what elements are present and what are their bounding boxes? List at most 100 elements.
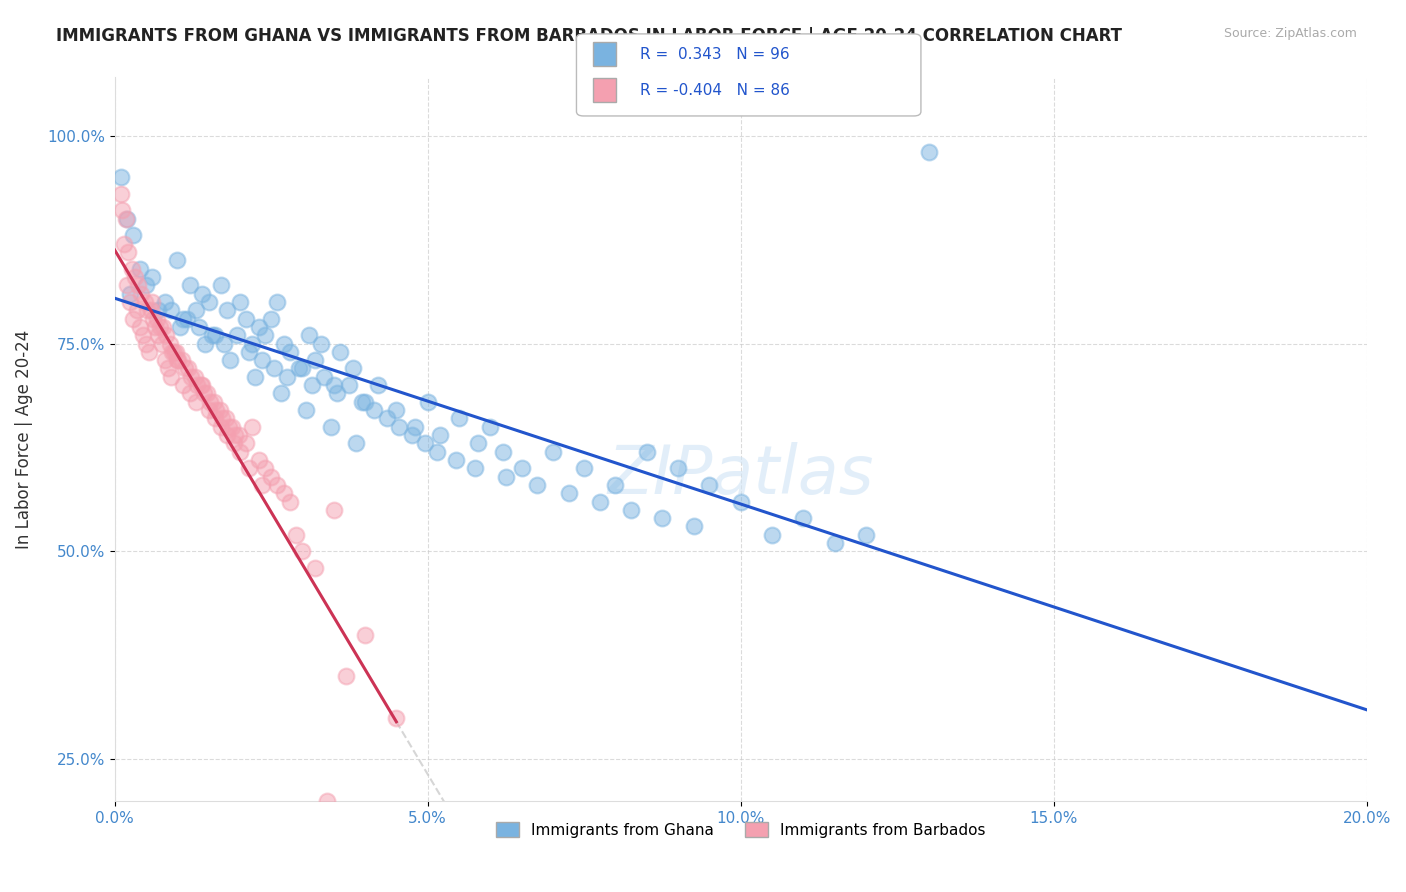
Point [204,328,226,343]
Point [172,353,194,368]
Point [314,369,336,384]
Point [209,419,232,434]
Point [202,394,225,409]
Point [273,336,295,351]
Point [188,319,211,334]
Point [354,394,377,409]
Point [141,295,163,310]
Point [179,278,201,293]
Point [413,436,436,450]
Point [250,478,273,492]
Point [605,478,627,492]
Point [589,494,612,508]
Point [429,428,451,442]
Point [291,361,314,376]
Point [191,286,214,301]
Point [197,403,219,417]
Point [363,403,385,417]
Point [253,328,276,343]
Point [177,361,200,376]
Point [122,311,145,326]
Point [285,528,308,542]
Point [205,403,228,417]
Point [266,478,288,492]
Point [235,311,257,326]
Point [124,270,146,285]
Point [153,353,176,368]
Point [288,361,311,376]
Point [304,561,326,575]
Point [163,344,186,359]
Point [165,344,187,359]
Point [467,436,489,450]
Point [139,303,162,318]
Point [526,478,548,492]
Point [211,411,233,425]
Point [492,444,515,458]
Point [201,328,224,343]
Point [322,378,344,392]
Point [385,403,408,417]
Point [195,386,218,401]
Point [159,336,181,351]
Point [166,253,188,268]
Point [176,311,198,326]
Point [215,411,238,425]
Point [326,386,349,401]
Point [120,286,142,301]
Point [322,503,344,517]
Point [792,511,814,525]
Point [115,211,138,226]
Point [319,419,342,434]
Point [247,319,270,334]
Point [186,378,208,392]
Point [309,336,332,351]
Point [388,419,411,434]
Point [115,278,138,293]
Point [247,453,270,467]
Point [135,336,157,351]
Point [143,319,166,334]
Point [224,428,246,442]
Point [416,394,439,409]
Point [138,344,160,359]
Point [917,145,939,160]
Point [136,303,159,318]
Point [194,336,217,351]
Text: R =  0.343   N = 96: R = 0.343 N = 96 [640,47,789,62]
Point [125,303,148,318]
Point [464,461,486,475]
Point [169,319,191,334]
Point [129,286,152,301]
Point [557,486,579,500]
Legend: Immigrants from Ghana, Immigrants from Barbados: Immigrants from Ghana, Immigrants from B… [491,815,991,844]
Point [217,303,239,318]
Point [761,528,783,542]
Point [122,228,145,243]
Point [401,428,423,442]
Point [344,436,367,450]
Point [146,311,169,326]
Text: R = -0.404   N = 86: R = -0.404 N = 86 [640,83,790,98]
Point [572,461,595,475]
Point [110,170,132,185]
Point [240,419,263,434]
Point [121,261,143,276]
Point [167,353,190,368]
Point [148,303,170,318]
Point [263,361,285,376]
Point [142,311,165,326]
Point [699,478,721,492]
Point [404,419,426,434]
Point [730,494,752,508]
Point [198,394,221,409]
Point [266,295,288,310]
Point [426,444,449,458]
Point [222,436,245,450]
Point [245,369,267,384]
Point [824,536,846,550]
Point [197,295,219,310]
Point [276,819,298,833]
Point [193,386,215,401]
Point [240,336,263,351]
